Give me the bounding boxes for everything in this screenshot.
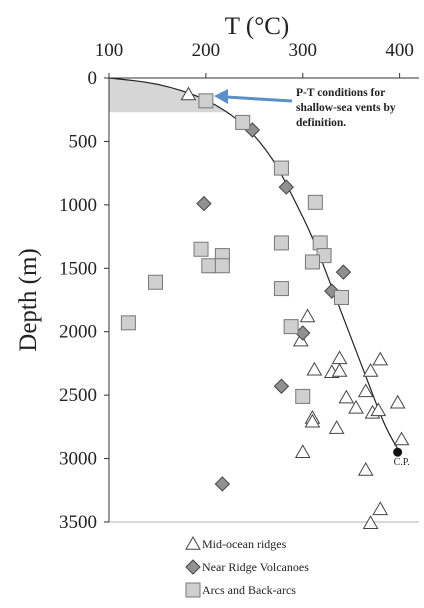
x-axis-title: T (°C): [225, 13, 289, 40]
square-point: [334, 289, 349, 305]
triangle-point: [348, 399, 364, 414]
x-tick-label: 400: [385, 40, 414, 61]
y-tick-label: 3000: [59, 449, 97, 470]
triangle-point: [372, 351, 389, 366]
diamond-point: [273, 378, 290, 394]
triangle-point: [294, 444, 311, 458]
square-point: [273, 235, 289, 251]
square-point: [295, 388, 311, 404]
shallow-sea-region: [109, 78, 228, 113]
y-axis-title: Depth (m): [15, 248, 42, 351]
triangle-point: [328, 420, 345, 434]
square-point: [120, 315, 136, 331]
diamond-point: [335, 264, 352, 280]
critical-point: [393, 447, 403, 457]
axis-ticks: 100 200 300 400 0 500 1000 1500 2000 2500 3000 3500: [59, 40, 414, 533]
annotation-line: definition.: [296, 117, 346, 129]
annotation-arrow-shaft: [225, 95, 293, 103]
diamond-point: [278, 179, 294, 195]
triangle-point: [306, 361, 323, 376]
annotation-arrowhead: [214, 89, 228, 104]
x-tick-label: 100: [95, 40, 124, 61]
square-point: [273, 281, 289, 297]
triangle-point: [331, 363, 348, 377]
square-point: [312, 235, 328, 251]
y-tick-label: 0: [88, 68, 98, 89]
triangle-point: [338, 389, 355, 404]
annotation-line: P-T conditions for: [296, 87, 385, 99]
y-tick-label: 1000: [59, 195, 97, 216]
data-points: C.P.: [120, 86, 410, 530]
triangle-point: [357, 461, 374, 476]
triangle-point: [292, 332, 309, 347]
boiling-curve: [108, 77, 401, 453]
square-point: [214, 258, 230, 274]
shaded-area: [109, 78, 228, 113]
triangle-point: [180, 86, 197, 101]
triangle-point: [299, 308, 316, 323]
legend-square-icon: [185, 582, 201, 598]
legend: Mid-ocean ridges Near Ridge Volcanoes Arcs…: [185, 535, 309, 598]
square-point: [307, 194, 323, 210]
legend-label: Near Ridge Volcanoes: [202, 560, 309, 574]
y-tick-label: 500: [69, 131, 98, 152]
legend-triangle-icon: [185, 535, 201, 550]
legend-label: Arcs and Back-arcs: [202, 583, 296, 597]
annotation-box: [292, 79, 419, 135]
y-tick-label: 1500: [59, 258, 97, 279]
annotation-line: shallow-sea vents by: [296, 102, 396, 114]
square-point: [148, 274, 163, 290]
diamond-point: [196, 195, 212, 212]
triangle-point: [362, 363, 379, 377]
plot-frame: [108, 77, 419, 523]
boiling-curve-line: [108, 77, 401, 453]
triangle-point: [372, 501, 389, 516]
triangle-point: [362, 515, 379, 530]
x-tick-label: 200: [192, 40, 221, 61]
annotation: P-T conditions for shallow-sea vents by de…: [214, 79, 419, 135]
square-point: [304, 254, 320, 270]
square-point: [193, 241, 209, 257]
critical-point-label: C.P.: [394, 457, 410, 468]
triangle-point: [389, 394, 406, 409]
triangle-point: [304, 413, 321, 428]
square-point: [273, 160, 289, 176]
legend-label: Mid-ocean ridges: [202, 537, 287, 551]
square-point: [283, 319, 299, 335]
triangle-point: [393, 431, 410, 446]
square-point: [201, 258, 217, 274]
x-tick-label: 300: [289, 40, 318, 61]
triangle-point: [331, 350, 348, 365]
legend-diamond-icon: [185, 559, 201, 575]
square-point: [198, 93, 214, 109]
y-tick-label: 2500: [59, 385, 97, 406]
triangle-point: [370, 402, 387, 417]
y-tick-label: 2000: [59, 322, 97, 343]
y-tick-label: 3500: [59, 512, 97, 533]
diamond-point: [214, 476, 231, 492]
triangle-point: [357, 383, 374, 398]
square-point: [235, 114, 251, 130]
